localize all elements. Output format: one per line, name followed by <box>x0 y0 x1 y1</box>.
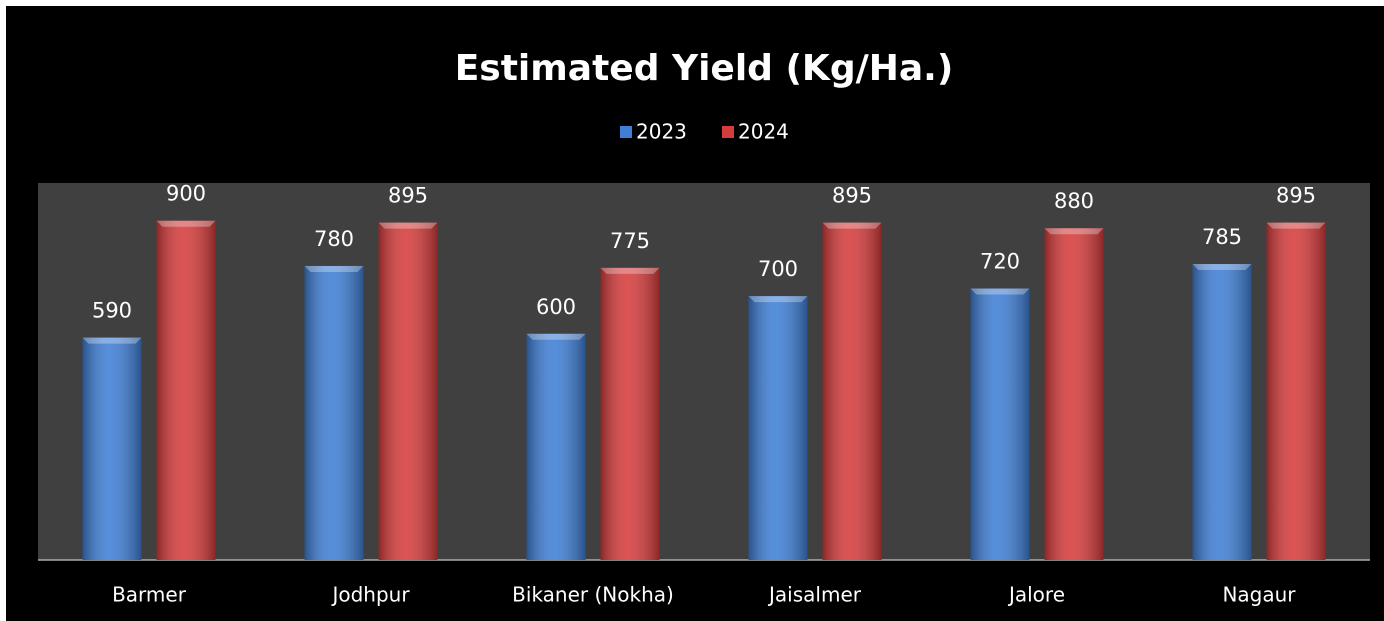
value-label: 895 <box>388 184 428 208</box>
bar <box>304 265 364 560</box>
bar-bevel <box>378 222 438 229</box>
value-label: 590 <box>92 299 132 323</box>
bar <box>526 333 586 560</box>
value-label: 775 <box>610 229 650 253</box>
plot-area <box>38 183 1370 560</box>
bar <box>1266 222 1326 560</box>
bar-bevel <box>156 220 216 227</box>
bar <box>1044 228 1104 561</box>
bar <box>822 222 882 560</box>
bar <box>156 220 216 560</box>
x-tick-label: Jodhpur <box>330 583 410 607</box>
value-label: 785 <box>1202 225 1242 249</box>
bar <box>748 296 808 560</box>
legend-marker <box>620 126 632 138</box>
legend-label: 2024 <box>738 120 789 144</box>
bar <box>600 267 660 560</box>
value-label: 880 <box>1054 189 1094 213</box>
bar-bevel <box>526 333 586 340</box>
value-label: 600 <box>536 295 576 319</box>
value-label: 895 <box>832 184 872 208</box>
legend-label: 2023 <box>636 120 687 144</box>
bar-bevel <box>304 265 364 272</box>
bar-bevel <box>970 288 1030 295</box>
value-label: 780 <box>314 227 354 251</box>
x-tick-label: Bikaner (Nokha) <box>512 583 674 607</box>
bar <box>1192 264 1252 560</box>
x-tick-label: Nagaur <box>1222 583 1296 607</box>
bar <box>378 222 438 560</box>
value-label: 720 <box>980 250 1020 274</box>
bar-bevel <box>748 296 808 303</box>
bar-bevel <box>1266 222 1326 229</box>
bar-bevel <box>1044 228 1104 235</box>
chart-title: Estimated Yield (Kg/Ha.) <box>455 48 954 89</box>
bar <box>82 337 142 560</box>
value-label: 895 <box>1276 184 1316 208</box>
x-tick-label: Jalore <box>1007 583 1065 607</box>
legend-marker <box>722 126 734 138</box>
bar-bevel <box>82 337 142 344</box>
bar-bevel <box>600 267 660 274</box>
bar <box>970 288 1030 560</box>
x-tick-label: Barmer <box>112 583 187 607</box>
value-label: 900 <box>166 182 206 206</box>
value-label: 700 <box>758 257 798 281</box>
x-tick-label: Jaisalmer <box>767 583 862 607</box>
bar-bevel <box>1192 264 1252 271</box>
bar-bevel <box>822 222 882 229</box>
